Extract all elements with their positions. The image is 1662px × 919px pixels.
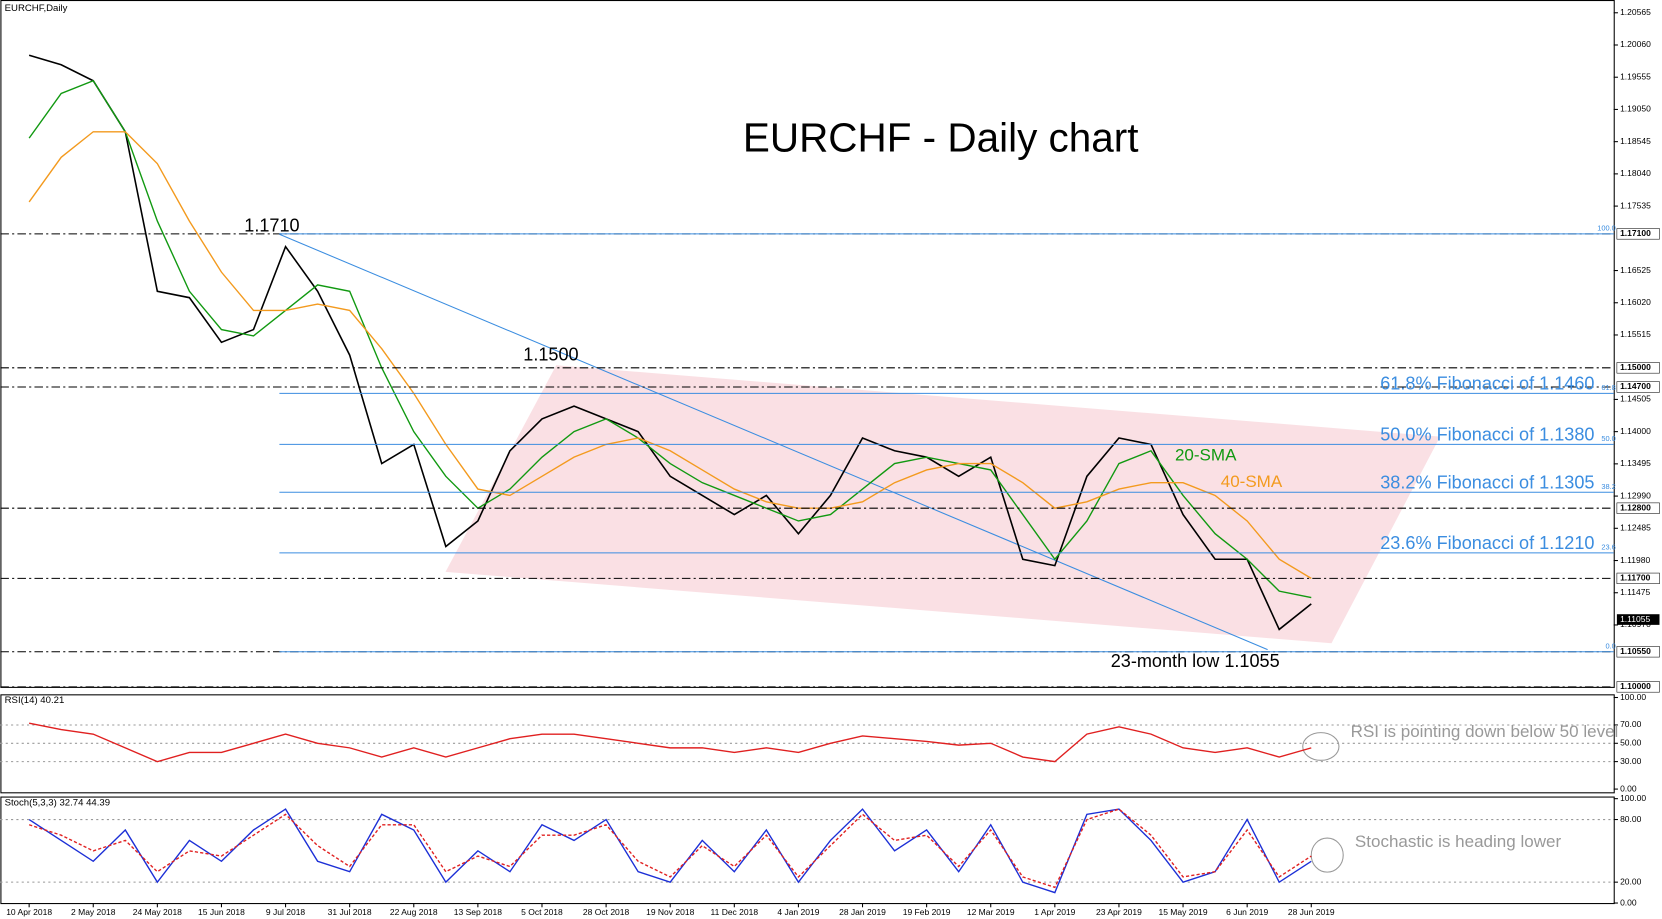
- channel: [445, 365, 1441, 644]
- y-tick-label: 1.18545: [1620, 136, 1651, 146]
- stoch-frame: [0, 796, 1615, 905]
- x-tick-label: 31 Jul 2018: [328, 907, 372, 917]
- fib-ratio: 0.0: [1605, 641, 1615, 650]
- y-tick-label: 1.20565: [1620, 7, 1651, 17]
- stoch-circle: [1310, 837, 1344, 873]
- series-line: [28, 808, 1312, 894]
- level-label: 1.12800: [1620, 502, 1651, 512]
- y-tick-label: 1.17535: [1620, 200, 1651, 210]
- y-tick-label: 1.19050: [1620, 104, 1651, 114]
- annotation: 1.1710: [244, 216, 299, 236]
- level-box: [1616, 502, 1660, 514]
- level-box: [1616, 381, 1660, 393]
- x-tick-label: 6 Jun 2019: [1226, 907, 1268, 917]
- fib-ratio: 50.0: [1601, 434, 1615, 443]
- level-label: 1.14700: [1620, 381, 1651, 391]
- y-tick-label: 1.14505: [1620, 394, 1651, 404]
- y-tick-label: 30.00: [1620, 756, 1642, 766]
- trendline: [279, 233, 1268, 651]
- y-tick-label: 0.00: [1620, 897, 1637, 907]
- fib-label: 38.2% Fibonacci of 1.1305: [1380, 473, 1594, 493]
- y-tick-label: 20.00: [1620, 876, 1642, 886]
- x-tick-label: 22 Aug 2018: [390, 907, 438, 917]
- fib-label: 23.6% Fibonacci of 1.1210: [1380, 533, 1594, 553]
- fib-ratio: 23.6: [1601, 543, 1615, 552]
- y-tick-label: 1.13495: [1620, 458, 1651, 468]
- y-tick-label: 70.00: [1620, 719, 1642, 729]
- series-line: [28, 808, 1312, 889]
- annotation: 1.1500: [523, 344, 578, 364]
- level-label: 1.11700: [1620, 573, 1651, 583]
- y-tick-label: 1.16525: [1620, 265, 1651, 275]
- stoch-title: Stoch(5,3,3) 32.74 44.39: [5, 797, 110, 808]
- fib-label: 50.0% Fibonacci of 1.1380: [1380, 425, 1594, 445]
- x-tick-label: 28 Jun 2019: [1288, 907, 1335, 917]
- level-label: 1.10550: [1620, 646, 1651, 656]
- series-line: [28, 131, 1312, 579]
- level-label: 1.15000: [1620, 362, 1651, 372]
- level-label: 1.10000: [1620, 681, 1651, 691]
- x-tick-label: 4 Jan 2019: [777, 907, 819, 917]
- y-tick-label: 1.12990: [1620, 490, 1651, 500]
- y-tick-label: 1.18040: [1620, 168, 1651, 178]
- level-label: 1.17100: [1620, 228, 1651, 238]
- x-tick-label: 19 Nov 2018: [646, 907, 694, 917]
- fib-ratio: 61.8: [1601, 383, 1615, 392]
- x-tick-label: 28 Oct 2018: [583, 907, 630, 917]
- series-line: [29, 722, 1312, 763]
- x-tick-label: 23 Apr 2019: [1096, 907, 1142, 917]
- level-box: [1616, 572, 1660, 584]
- fib-label: 61.8% Fibonacci of 1.1460: [1380, 374, 1594, 394]
- y-tick-label: 80.00: [1620, 814, 1642, 824]
- y-tick-label: 1.16020: [1620, 297, 1651, 307]
- y-tick-label: 1.11475: [1620, 587, 1650, 597]
- level-box: [1616, 228, 1660, 240]
- annotation: 23-month low 1.1055: [1111, 651, 1280, 671]
- level-box: [1616, 646, 1660, 658]
- level-box: [1616, 681, 1660, 693]
- fib-ratio: 38.2: [1601, 482, 1615, 491]
- chart-title: EURCHF - Daily chart: [743, 114, 1139, 160]
- y-tick-label: 1.15515: [1620, 329, 1651, 339]
- x-tick-label: 10 Apr 2018: [6, 907, 52, 917]
- x-tick-label: 11 Dec 2018: [711, 907, 759, 917]
- y-tick-label: 1.19555: [1620, 71, 1651, 81]
- x-tick-label: 5 Oct 2018: [521, 907, 563, 917]
- rsi-title: RSI(14) 40.21: [5, 695, 65, 706]
- y-tick-label: 1.20060: [1620, 39, 1651, 49]
- x-tick-label: 1 Apr 2019: [1034, 907, 1075, 917]
- last-price-box: [1616, 614, 1660, 625]
- y-tick-label: 50.00: [1620, 738, 1642, 748]
- rsi-circle: [1302, 732, 1340, 761]
- x-tick-label: 19 Feb 2019: [903, 907, 951, 917]
- x-tick-label: 9 Jul 2018: [266, 907, 305, 917]
- series-line: [28, 79, 1312, 599]
- level-box: [1616, 362, 1660, 374]
- rsi-note: RSI is pointing down below 50 level: [1351, 722, 1619, 741]
- x-tick-label: 15 Jun 2018: [198, 907, 245, 917]
- last-price-label: 1.11055: [1620, 614, 1650, 624]
- x-tick-label: 12 Mar 2019: [967, 907, 1015, 917]
- y-tick-label: 100.00: [1620, 793, 1646, 803]
- x-tick-label: 13 Sep 2018: [454, 907, 502, 917]
- y-tick-label: 1.11980: [1620, 555, 1650, 565]
- y-tick-label: 1.12485: [1620, 523, 1651, 533]
- y-tick-label: 100.00: [1620, 692, 1646, 702]
- stoch-note: Stochastic is heading lower: [1355, 832, 1562, 851]
- y-tick-label: 1.14000: [1620, 426, 1651, 436]
- series-label: 40-SMA: [1221, 472, 1283, 491]
- x-tick-label: 28 Jan 2019: [839, 907, 886, 917]
- y-tick-label: 0.00: [1620, 783, 1637, 793]
- series-label: 20-SMA: [1175, 445, 1237, 464]
- x-tick-label: 15 May 2019: [1158, 907, 1207, 917]
- fib-ratio: 100.0: [1597, 223, 1616, 232]
- x-tick-label: 2 May 2018: [71, 907, 116, 917]
- x-tick-label: 24 May 2018: [133, 907, 182, 917]
- symbol: EURCHF,Daily: [5, 3, 68, 14]
